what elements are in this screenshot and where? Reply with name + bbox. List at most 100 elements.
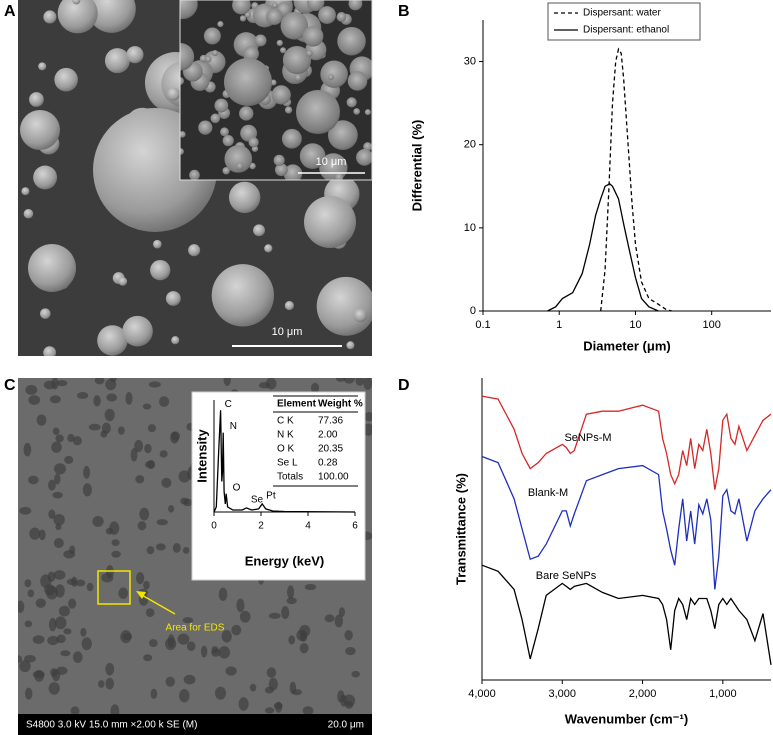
- dot: [281, 606, 290, 620]
- series-line: [481, 395, 772, 490]
- sphere: [284, 106, 293, 114]
- table-cell: Totals: [277, 472, 303, 483]
- y-axis-label: Differential (%): [409, 120, 424, 212]
- dot: [288, 635, 296, 645]
- sphere: [348, 0, 363, 11]
- dot: [299, 643, 309, 654]
- y-axis-label: Intensity: [194, 429, 209, 483]
- dot: [27, 589, 35, 598]
- dot: [146, 546, 155, 555]
- sphere: [281, 128, 302, 149]
- dot: [75, 579, 86, 587]
- sphere: [29, 92, 44, 107]
- dot: [104, 408, 115, 422]
- dot: [345, 647, 356, 656]
- sphere: [20, 110, 60, 150]
- sphere: [274, 163, 288, 177]
- panel-label: C: [4, 377, 16, 394]
- dot: [363, 423, 372, 436]
- dot: [106, 393, 118, 402]
- dot: [142, 403, 152, 410]
- series-line: [481, 455, 772, 590]
- y-tick-label: 10: [464, 222, 476, 234]
- sphere: [104, 48, 130, 74]
- arrow-head: [136, 591, 146, 599]
- dot: [80, 627, 87, 637]
- sphere: [320, 60, 348, 88]
- dot: [81, 637, 92, 651]
- dot: [344, 701, 354, 709]
- sphere: [283, 164, 303, 180]
- sphere: [254, 34, 267, 47]
- sphere: [212, 49, 219, 57]
- legend: [547, 2, 701, 41]
- dot: [143, 580, 150, 590]
- dot: [43, 380, 56, 390]
- dot: [177, 633, 190, 645]
- dot: [92, 515, 104, 527]
- dot: [182, 617, 194, 624]
- dot: [120, 630, 132, 644]
- dot: [161, 477, 172, 488]
- dot: [268, 612, 281, 619]
- sphere: [23, 208, 34, 219]
- series-label: SeNPs-M: [564, 432, 611, 444]
- sphere: [87, 0, 136, 33]
- dot: [355, 378, 365, 386]
- dot: [147, 424, 156, 433]
- dot: [335, 378, 346, 382]
- sphere: [273, 154, 285, 166]
- dot: [170, 431, 179, 444]
- dot: [289, 681, 297, 695]
- dot: [63, 628, 72, 635]
- dot: [200, 645, 208, 658]
- x-tick-label: 0.1: [475, 319, 490, 331]
- table-cell: 2.00: [318, 430, 338, 441]
- series-line: [600, 47, 672, 312]
- dot: [47, 635, 59, 646]
- dot: [24, 687, 33, 700]
- dot: [165, 676, 175, 687]
- sphere: [220, 127, 229, 137]
- sphere: [28, 244, 76, 292]
- dot: [38, 529, 46, 541]
- x-tick-label: 0: [211, 521, 217, 532]
- dot: [249, 683, 257, 692]
- dot: [118, 587, 128, 599]
- dot: [143, 654, 153, 662]
- dot: [344, 630, 353, 641]
- sphere: [165, 291, 181, 306]
- sphere: [363, 142, 372, 152]
- dot: [183, 674, 196, 685]
- sphere: [217, 21, 224, 28]
- panel-label: B: [398, 3, 410, 20]
- dot: [144, 443, 152, 454]
- sphere: [271, 2, 279, 9]
- sphere: [189, 169, 200, 180]
- sphere: [203, 27, 221, 45]
- sphere: [211, 264, 275, 327]
- sphere: [346, 97, 357, 108]
- sphere: [296, 90, 340, 134]
- dot: [48, 479, 56, 491]
- dot: [105, 677, 114, 690]
- dot: [363, 378, 372, 390]
- dot: [134, 439, 144, 453]
- dot: [19, 660, 31, 673]
- dot: [155, 543, 166, 551]
- y-axis-label: Transmittance (%): [453, 473, 468, 585]
- x-tick-label: 3,000: [549, 688, 577, 700]
- sphere: [364, 109, 371, 116]
- dot: [60, 650, 71, 657]
- dot: [117, 426, 125, 435]
- table-cell: N K: [277, 430, 294, 441]
- peak-label: Pt: [266, 490, 276, 501]
- dot: [231, 624, 242, 636]
- y-tick-label: 20: [464, 139, 476, 151]
- dot: [150, 688, 158, 699]
- dot: [28, 395, 41, 405]
- x-tick-label: 10: [629, 319, 641, 331]
- dot: [302, 706, 314, 716]
- sphere: [180, 148, 184, 155]
- sphere: [239, 106, 254, 121]
